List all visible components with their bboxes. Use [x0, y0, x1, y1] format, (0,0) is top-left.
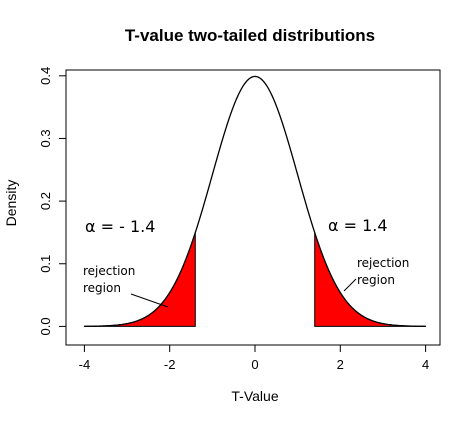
left-region-label: rejection region	[83, 264, 139, 295]
x-tick-label: 4	[422, 357, 429, 372]
density-curve-layer	[84, 75, 426, 327]
x-tick-label: -4	[79, 357, 91, 372]
left-rejection-region	[83, 232, 196, 327]
y-tick-label: 0.4	[38, 67, 53, 85]
left-region-pointer	[130, 293, 169, 308]
x-tick-label: 0	[251, 357, 258, 372]
right-region-pointer	[343, 278, 357, 292]
x-axis-ticks: -4 -2 0 2 4	[79, 345, 429, 372]
right-alpha-annotation: α = 1.4	[328, 216, 388, 235]
x-tick-label: -2	[164, 357, 176, 372]
left-region-line-1: rejection	[83, 264, 135, 278]
chart-title: T-value two-tailed distributions	[125, 26, 375, 45]
x-axis-label: T-Value	[231, 388, 278, 404]
right-region-label: rejection region	[357, 256, 413, 287]
right-region-line-1: rejection	[357, 256, 409, 270]
plot-box	[65, 69, 441, 346]
y-tick-label: 0.0	[38, 317, 53, 335]
y-axis-ticks: 0.0 0.1 0.2 0.3 0.4	[38, 67, 66, 335]
left-region-line-2: region	[83, 281, 121, 295]
left-alpha-annotation: α = - 1.4	[85, 217, 155, 236]
y-tick-label: 0.3	[38, 129, 53, 147]
y-tick-label: 0.1	[38, 255, 53, 273]
right-region-line-2: region	[357, 273, 395, 287]
y-axis-label: Density	[3, 180, 19, 227]
x-tick-label: 2	[337, 357, 344, 372]
y-tick-label: 0.2	[38, 192, 53, 210]
density-curve	[84, 75, 426, 327]
